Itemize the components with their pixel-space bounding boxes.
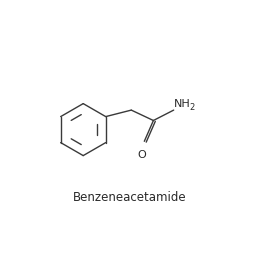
Text: 2: 2 [189,103,194,112]
Text: O: O [137,150,146,160]
Text: NH: NH [174,99,191,109]
Text: Benzeneacetamide: Benzeneacetamide [73,191,187,204]
